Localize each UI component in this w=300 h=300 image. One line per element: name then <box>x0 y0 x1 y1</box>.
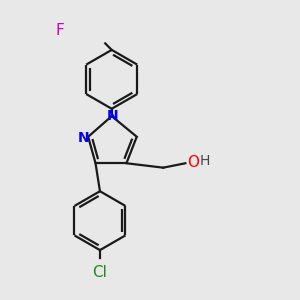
Text: N: N <box>78 131 90 145</box>
Text: H: H <box>200 154 210 168</box>
Text: Cl: Cl <box>92 265 107 280</box>
Text: F: F <box>56 23 64 38</box>
Text: O: O <box>187 155 199 170</box>
Text: N: N <box>106 109 118 123</box>
